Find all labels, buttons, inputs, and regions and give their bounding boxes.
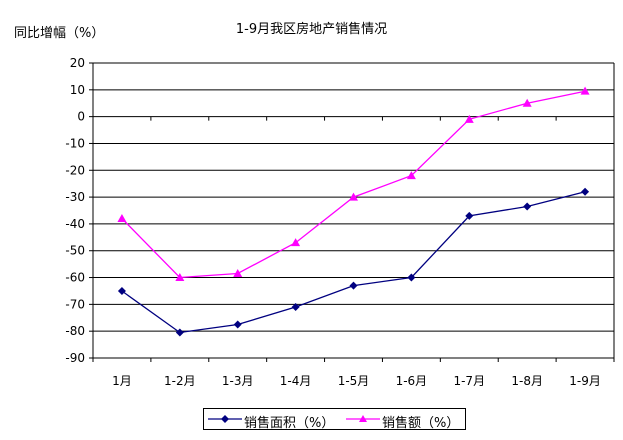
x-tick-label-7: 1-8月 [511,374,543,388]
data-point-s1-4 [349,192,358,201]
y-tick-label-2: 0 [77,110,85,124]
x-tick-label-8: 1-9月 [569,374,601,388]
x-tick-label-3: 1-4月 [280,374,312,388]
data-point-s1-6 [464,114,474,123]
data-point-s0-8 [581,187,590,196]
legend-label-sales: 销售额（%） [382,416,460,431]
y-tick-label-6: -40 [65,217,85,231]
data-point-s1-1 [175,273,185,282]
legend-label-area: 销售面积（%） [244,416,335,431]
y-tick-label-0: 20 [70,56,85,70]
y-tick-labels: 20 10 0 -10 -20 -30 -40 -50 -60 -70 -80 -90 [65,56,85,365]
data-point-s0-1 [175,328,184,337]
data-point-s0-0 [117,286,126,295]
x-tick-label-0: 1月 [112,374,132,388]
legend-swatch-sales [346,415,380,422]
x-tick-label-1: 1-2月 [164,374,196,388]
x-tick-label-6: 1-7月 [453,374,485,388]
data-point-s0-6 [465,211,474,220]
data-point-s1-5 [406,171,416,180]
y-tick-label-4: -20 [65,163,85,177]
gridlines [93,62,614,359]
x-tick-label-4: 1-5月 [338,374,370,388]
data-point-s1-8 [580,86,590,95]
y-tick-label-8: -60 [65,271,85,285]
data-point-s1-0 [117,214,127,223]
axes [89,62,615,362]
series-line-0 [121,191,586,334]
data-point-s0-3 [291,303,300,312]
series-line-1 [121,90,586,279]
y-tick-label-5: -30 [65,190,85,204]
x-tick-labels: 1月 1-2月 1-3月 1-4月 1-5月 1-6月 1-7月 1-8月 1-9月 [112,374,601,388]
data-point-s0-2 [233,320,242,329]
y-tick-label-11: -90 [65,351,85,365]
data-point-s0-7 [523,202,532,211]
y-tick-label-9: -70 [65,297,85,311]
x-tick-label-2: 1-3月 [222,374,254,388]
y-tick-label-3: -10 [65,136,85,150]
legend: 销售面积（%） 销售额（%） [203,408,466,431]
data-point-s0-4 [349,281,358,290]
y-axis-label: 同比增幅（%） [14,26,105,41]
legend-swatch-area [208,415,242,423]
data-point-s1-2 [233,269,243,278]
x-tick-label-5: 1-6月 [396,374,428,388]
data-point-s0-5 [407,273,416,282]
chart-title: 1-9月我区房地产销售情况 [235,22,388,37]
y-tick-label-7: -50 [65,244,85,258]
series-lines [117,86,590,337]
data-point-s1-7 [522,98,532,107]
y-tick-label-10: -80 [65,324,85,338]
data-point-s1-3 [291,238,301,247]
y-tick-label-1: 10 [70,83,85,97]
